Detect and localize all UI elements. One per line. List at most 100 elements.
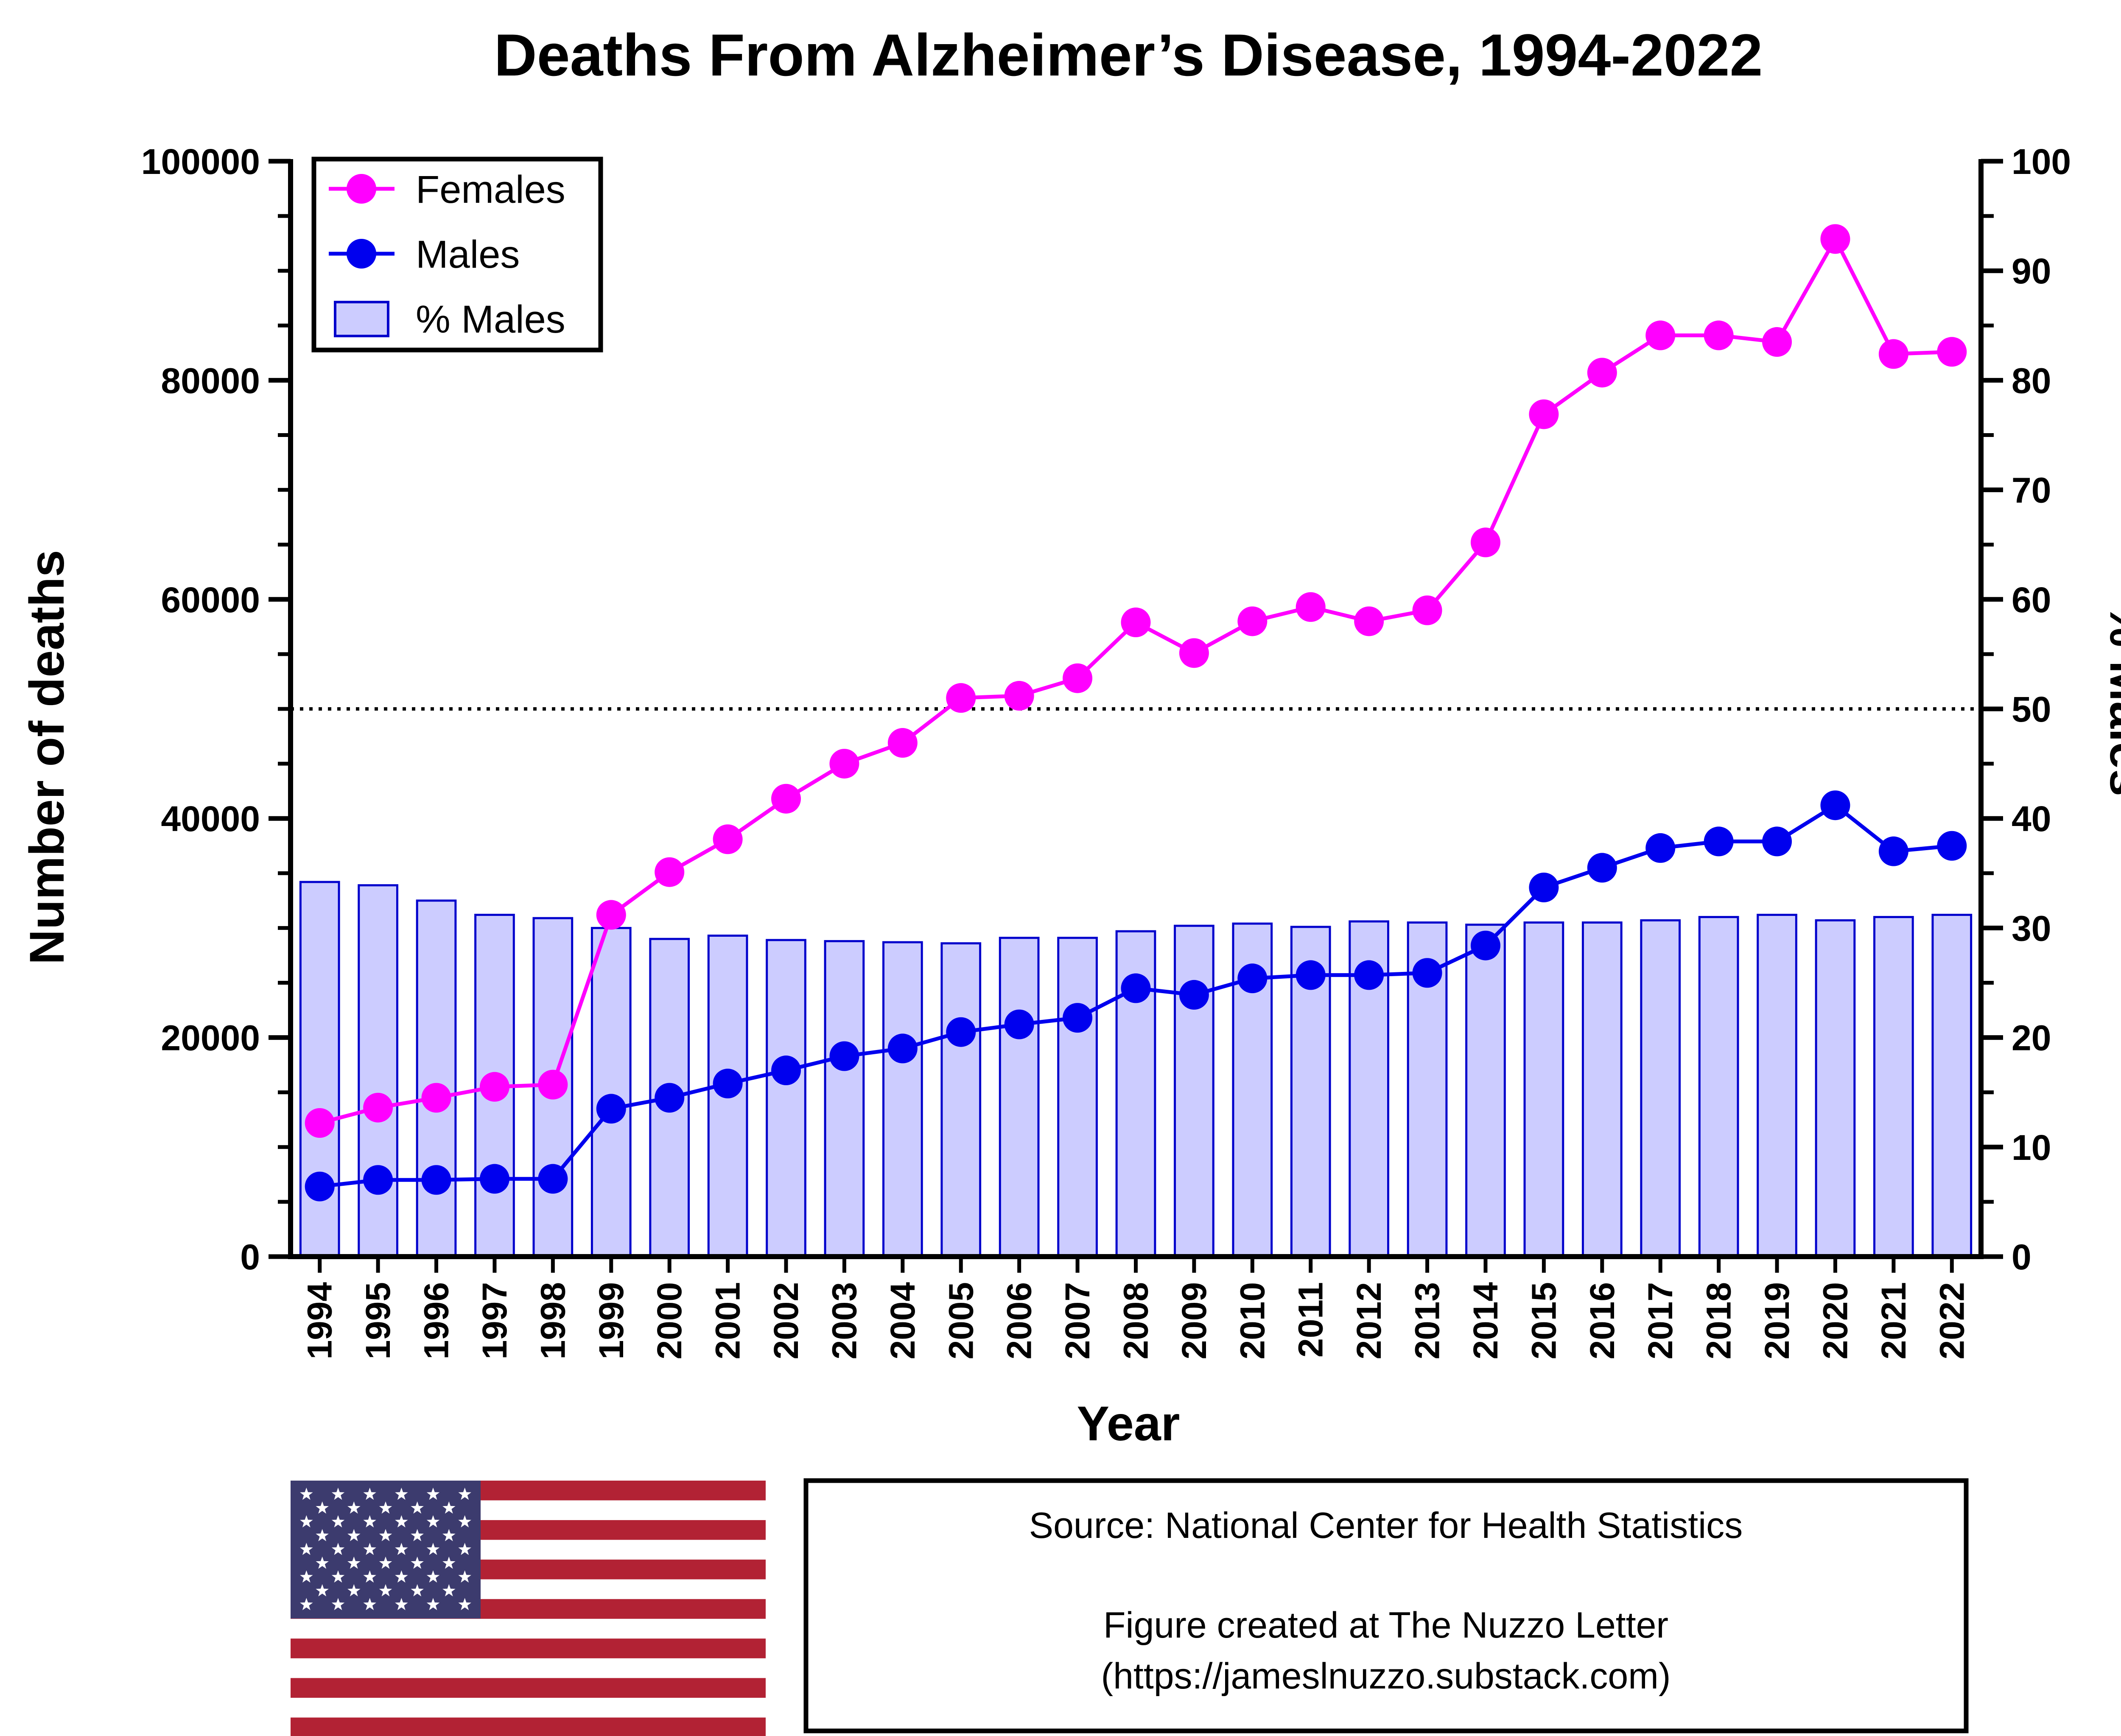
bar-pct-males-1999 [590,927,632,1258]
point-males-2014 [1470,930,1500,960]
x-tick-label-2000: 2000 [650,1282,689,1359]
flag-star [379,1557,392,1569]
flag-star [442,1501,456,1514]
flag-star [363,1543,376,1555]
point-females-2009 [1179,638,1209,668]
flag-star [442,1584,456,1596]
point-females-1998 [538,1070,568,1100]
x-tick-label-2019: 2019 [1758,1282,1796,1359]
flag-star [316,1584,329,1596]
point-females-2011 [1296,592,1326,622]
x-tick-label-2015: 2015 [1525,1282,1563,1359]
x-axis-title: Year [1077,1397,1180,1451]
x-tick-label-2007: 2007 [1058,1282,1097,1359]
flag-star [395,1598,408,1610]
point-females-2010 [1237,606,1268,636]
bar-pct-males-2016 [1581,921,1623,1258]
x-tick-label-2009: 2009 [1175,1282,1214,1359]
point-males-2003 [829,1041,859,1071]
flag-star [347,1557,361,1569]
legend-males-marker [347,239,376,269]
point-females-1997 [479,1072,509,1102]
flag-star [442,1529,456,1541]
x-tick-label-2014: 2014 [1466,1282,1505,1360]
bar-pct-males-2002 [766,939,806,1258]
point-males-2006 [1004,1009,1034,1039]
x-tick-label-2022: 2022 [1933,1282,1971,1359]
lines-layer [305,224,1967,1201]
y-left-tick-label-60000: 60000 [161,580,260,620]
point-males-2008 [1121,973,1151,1003]
bar-pct-males-2019 [1757,913,1797,1258]
source-box: Source: National Center for Health Stati… [803,1478,1969,1733]
source-box-frame [803,1478,1969,1733]
x-tick-label-1995: 1995 [359,1282,397,1359]
point-males-2007 [1063,1003,1093,1033]
bars-layer [299,881,1973,1258]
point-males-2002 [771,1056,801,1086]
point-females-2002 [771,784,801,814]
flag-star [411,1529,424,1541]
point-males-2015 [1529,872,1559,902]
point-males-2011 [1296,960,1326,990]
x-tick-label-2002: 2002 [767,1282,806,1359]
bar-pct-males-2007 [1057,937,1098,1258]
point-females-1999 [596,900,626,930]
point-females-2014 [1470,527,1500,557]
legend-males-label: Males [416,233,520,276]
y-right-tick-label-30: 30 [2012,908,2051,948]
flag-star [300,1543,313,1555]
bar-pct-males-2020 [1815,919,1856,1258]
legend: Females Males % Males [311,157,603,353]
point-females-1994 [305,1108,335,1138]
flag-star [379,1584,392,1596]
point-females-2007 [1063,663,1093,693]
flag-star [426,1570,440,1583]
y-right-tick-label-0: 0 [2012,1237,2031,1277]
bar-pct-males-1996 [416,899,457,1258]
bar-pct-males-2017 [1640,919,1681,1258]
flag-star [363,1598,376,1610]
point-males-1995 [363,1165,393,1195]
point-females-2000 [655,857,685,887]
x-tick-label-2005: 2005 [942,1282,980,1359]
point-males-2001 [713,1069,743,1099]
point-males-1997 [479,1164,509,1194]
us-flag [291,1481,766,1736]
legend-females-marker [347,174,376,204]
x-tick-label-2008: 2008 [1117,1282,1156,1359]
x-tick-label-2017: 2017 [1641,1282,1680,1359]
point-males-1998 [538,1164,568,1194]
x-tick-label-1999: 1999 [592,1282,631,1359]
flag-star [300,1570,313,1583]
point-females-2001 [713,824,743,854]
point-females-2008 [1121,608,1151,638]
y-right-tick-label-80: 80 [2012,361,2051,400]
flag-star [331,1570,345,1583]
flag-star [458,1487,471,1500]
bar-pct-males-2022 [1931,913,1973,1258]
credit-url-text: (https://jameslnuzzo.substack.com) [1101,1656,1670,1697]
x-tick-label-2021: 2021 [1875,1282,1913,1359]
flag-star [395,1487,408,1500]
bar-pct-males-1995 [358,884,398,1258]
x-tick-label-1997: 1997 [476,1282,514,1359]
bar-pct-males-2018 [1698,916,1739,1258]
bar-pct-males-2021 [1873,916,1914,1258]
x-tick-labels: 1994 1995 1996 1997 1998 1999 2000 2001 2002 2003… [301,1282,1972,1360]
point-males-2018 [1704,826,1734,857]
x-tick-label-2018: 2018 [1700,1282,1738,1359]
y-right-tick-label-10: 10 [2012,1128,2051,1168]
point-females-1996 [421,1083,451,1113]
x-tick-label-2012: 2012 [1350,1282,1388,1359]
ticks-layer: 0 20000 40000 60000 80000 100000 0 10 20 30 40 50 60… [141,142,2071,1277]
point-males-2009 [1179,980,1209,1010]
flag-star [395,1515,408,1528]
flag-star [316,1557,329,1569]
legend-pct-males-swatch [334,301,389,337]
flag-red-stripe [291,1638,766,1658]
y-right-tick-label-100: 100 [2012,142,2071,182]
flag-star [363,1515,376,1528]
y-right-tick-label-60: 60 [2012,580,2051,620]
